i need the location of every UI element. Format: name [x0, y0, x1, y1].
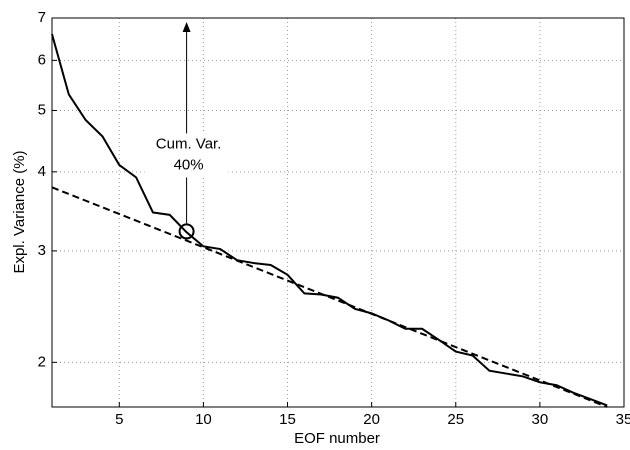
plot-frame — [51, 17, 625, 408]
x-tick-label: 5 — [115, 411, 123, 428]
arrow-head — [182, 22, 191, 32]
annotation-text: 40% — [174, 156, 204, 173]
x-axis-label: EOF number — [294, 430, 380, 447]
x-tick-label: 20 — [363, 411, 380, 428]
annotation-text: Cum. Var. — [156, 135, 222, 152]
annotation-bg — [144, 133, 229, 178]
x-tick-label: 15 — [279, 411, 296, 428]
x-tick-label: 35 — [616, 411, 630, 428]
y-tick-label: 2 — [38, 353, 46, 370]
y-tick-label: 6 — [38, 51, 46, 68]
x-tick-label: 25 — [447, 411, 464, 428]
y-tick-label: 7 — [38, 9, 46, 26]
annotation-marker — [178, 223, 195, 240]
data-line — [51, 186, 608, 408]
y-axis-label: Expl. Variance (%) — [11, 150, 28, 273]
y-tick-label: 4 — [38, 163, 46, 180]
x-tick-label: 30 — [532, 411, 549, 428]
data-line — [51, 33, 608, 407]
x-tick-label: 10 — [195, 411, 212, 428]
y-tick-label: 5 — [38, 101, 46, 118]
y-tick-label: 3 — [38, 242, 46, 259]
